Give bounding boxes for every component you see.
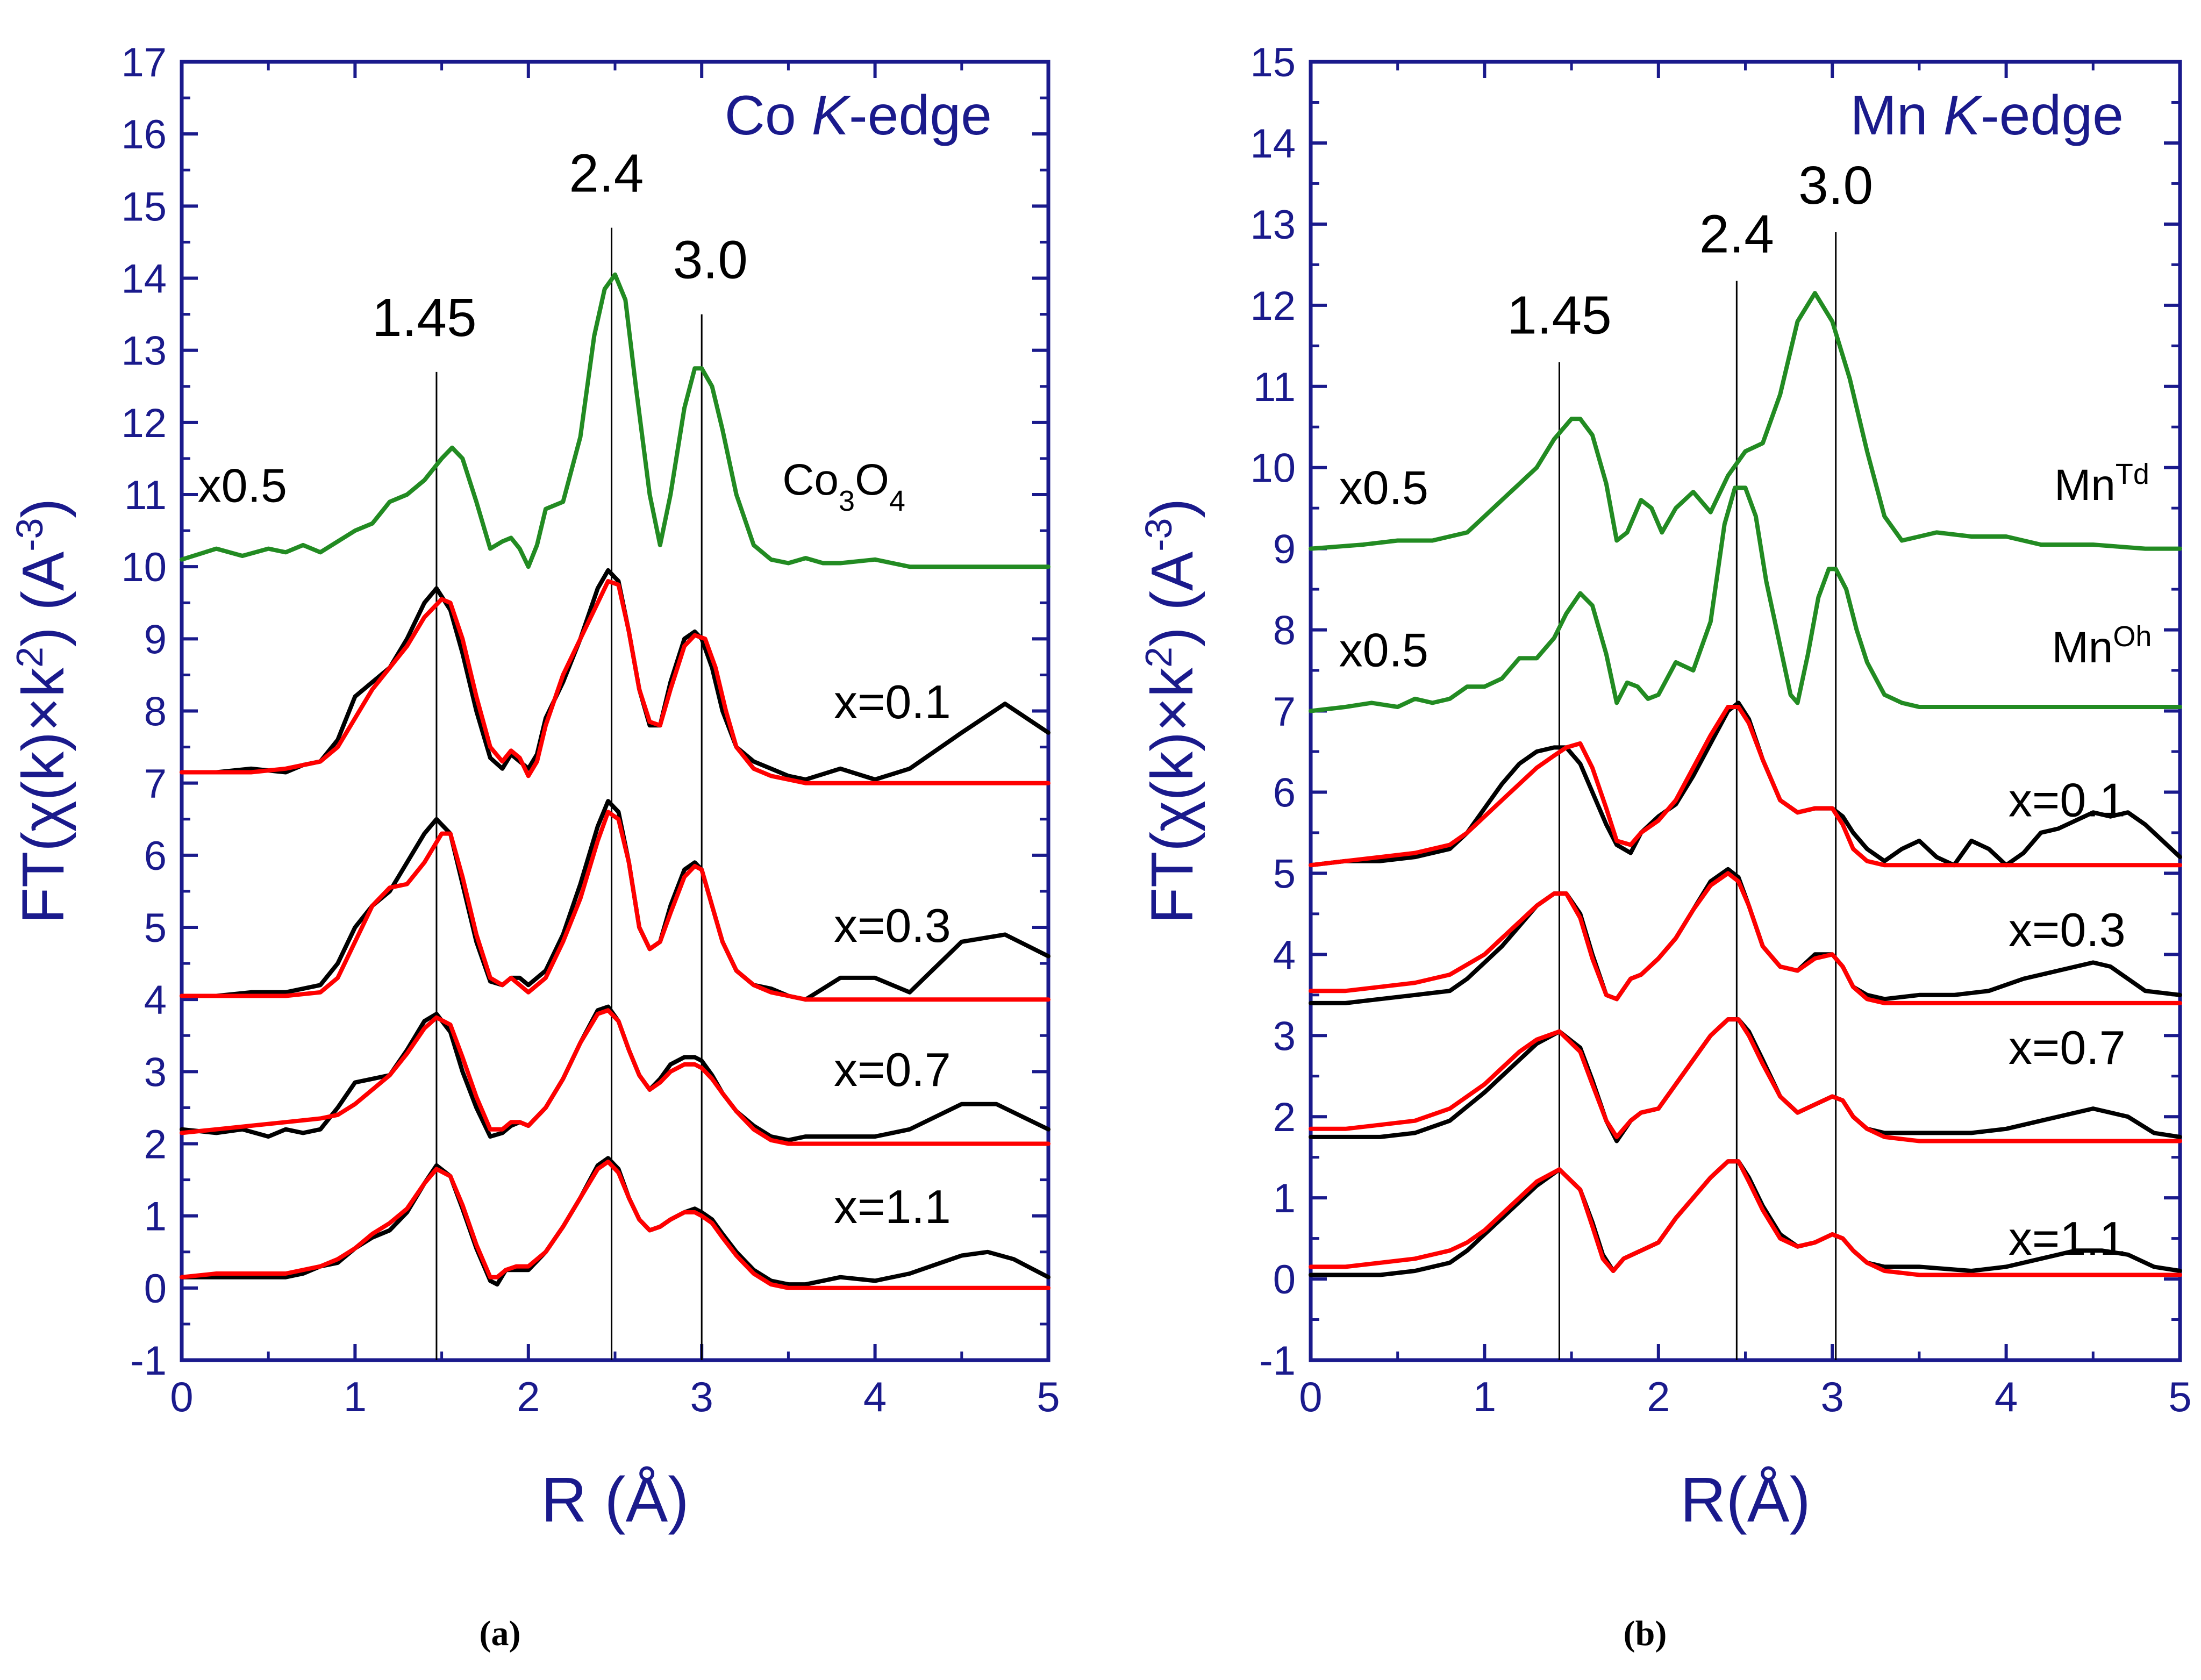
- y-tick-label: 11: [1253, 364, 1296, 410]
- y-tick-label: 6: [1273, 770, 1296, 816]
- y-tick-label: 10: [121, 545, 167, 590]
- y-tick-label: 14: [121, 256, 167, 302]
- series-line: [180, 1156, 1051, 1287]
- peak-label: 2.4: [1699, 204, 1774, 264]
- y-tick-label: 15: [1250, 40, 1296, 85]
- annotation-scale: x0.5: [198, 459, 287, 512]
- annotation-scale1: x0.5: [1339, 461, 1428, 514]
- y-tick-label: 13: [1250, 202, 1296, 248]
- x-tick-label: 4: [863, 1373, 887, 1420]
- annotation-x07: x=0.7: [834, 1043, 951, 1096]
- y-tick-label: 2: [1273, 1095, 1296, 1140]
- y-tick-label: -1: [1259, 1338, 1296, 1384]
- x-tick-label: 5: [2168, 1373, 2191, 1420]
- y-tick-label: 8: [144, 689, 167, 735]
- peak-label: 1.45: [372, 288, 477, 348]
- annotation-x11: x=1.1: [834, 1180, 951, 1233]
- y-tick-label: 16: [121, 112, 167, 158]
- panel-b: 0 1 2 3 4 5-10123456789101112131415R(Å)FT(χ(k…: [1138, 40, 2192, 1653]
- y-tick-label: 8: [1273, 608, 1296, 654]
- x-tick-label: 5: [1037, 1373, 1060, 1420]
- peak-label: 3.0: [673, 230, 748, 290]
- y-tick-label: 6: [144, 833, 167, 879]
- x-tick-label: 4: [1995, 1373, 2018, 1420]
- panel-caption: (a): [480, 1614, 521, 1653]
- edge-title: Mn K-edge: [1850, 84, 2124, 147]
- y-axis-title: FT(χ(k)×k2) (A-3): [1138, 498, 1205, 924]
- x-tick-label: 3: [1821, 1373, 1844, 1420]
- series-line: [1309, 485, 2182, 713]
- y-tick-label: 13: [121, 328, 167, 374]
- x-tick-label: 1: [344, 1373, 367, 1420]
- y-tick-label: 1: [144, 1194, 167, 1240]
- x-tick-label: 1: [1473, 1373, 1496, 1420]
- series-line: [180, 1160, 1051, 1290]
- y-tick-label: 2: [144, 1122, 167, 1168]
- y-tick-label: 0: [144, 1266, 167, 1312]
- y-tick-label: 4: [144, 977, 167, 1023]
- peak-label: 3.0: [1798, 155, 1873, 216]
- y-tick-label: 1: [1273, 1176, 1296, 1221]
- peak-label: 2.4: [569, 144, 644, 204]
- y-tick-label: 9: [144, 617, 167, 662]
- edge-title: Co K-edge: [725, 84, 992, 147]
- x-tick-label: 2: [1647, 1373, 1670, 1420]
- series-line: [1309, 867, 2182, 1005]
- series-line: [1309, 705, 2182, 868]
- annotation-scale2: x0.5: [1339, 623, 1428, 676]
- y-tick-label: 3: [1273, 1013, 1296, 1059]
- y-tick-label: 14: [1250, 121, 1296, 167]
- label-mn-oh: MnOh: [2052, 620, 2152, 672]
- y-tick-label: 7: [144, 761, 167, 807]
- y-tick-label: 7: [1273, 689, 1296, 735]
- y-tick-label: 11: [124, 473, 167, 518]
- panel-caption: (b): [1624, 1614, 1667, 1653]
- peak-label: 1.45: [1507, 285, 1612, 346]
- y-tick-label: 4: [1273, 932, 1296, 978]
- x-tick-label: 0: [1299, 1373, 1322, 1420]
- y-tick-label: 9: [1273, 527, 1296, 573]
- formula-label: Co3O4: [782, 455, 905, 517]
- annotation-x03: x=0.3: [834, 899, 951, 952]
- series-line: [180, 579, 1051, 785]
- y-tick-label: 10: [1250, 446, 1296, 491]
- y-tick-label: 3: [144, 1049, 167, 1095]
- x-tick-label: 3: [690, 1373, 713, 1420]
- label-mn-td: MnTd: [2054, 458, 2149, 510]
- y-tick-label: 12: [1250, 283, 1296, 329]
- y-tick-label: 15: [121, 184, 167, 230]
- annotation-x01: x=0.1: [2009, 774, 2126, 827]
- annotation-x07: x=0.7: [2009, 1021, 2126, 1074]
- annotation-x11: x=1.1: [2009, 1212, 2126, 1265]
- series-line: [1309, 1017, 2182, 1143]
- series-line: [180, 810, 1051, 1002]
- y-tick-label: 5: [144, 905, 167, 951]
- series-line: [180, 1008, 1051, 1146]
- x-tick-label: 2: [517, 1373, 540, 1420]
- x-tick-label: 0: [170, 1373, 193, 1420]
- y-tick-label: 17: [121, 40, 167, 85]
- y-tick-label: 5: [1273, 851, 1296, 897]
- y-tick-label: 0: [1273, 1257, 1296, 1303]
- annotation-x03: x=0.3: [2009, 903, 2126, 956]
- series-line: [180, 272, 1051, 569]
- y-tick-label: -1: [130, 1338, 167, 1384]
- series-line: [1309, 1159, 2182, 1277]
- x-axis-title: R(Å): [1680, 1464, 1811, 1535]
- x-axis-title: R (Å): [541, 1464, 689, 1535]
- y-axis-title: FT(χ(k)×k2) (A-3): [9, 498, 76, 924]
- annotation-x01: x=0.1: [834, 675, 951, 728]
- series-line: [1309, 291, 2182, 551]
- series-line: [1309, 871, 2182, 1005]
- y-tick-label: 12: [121, 401, 167, 446]
